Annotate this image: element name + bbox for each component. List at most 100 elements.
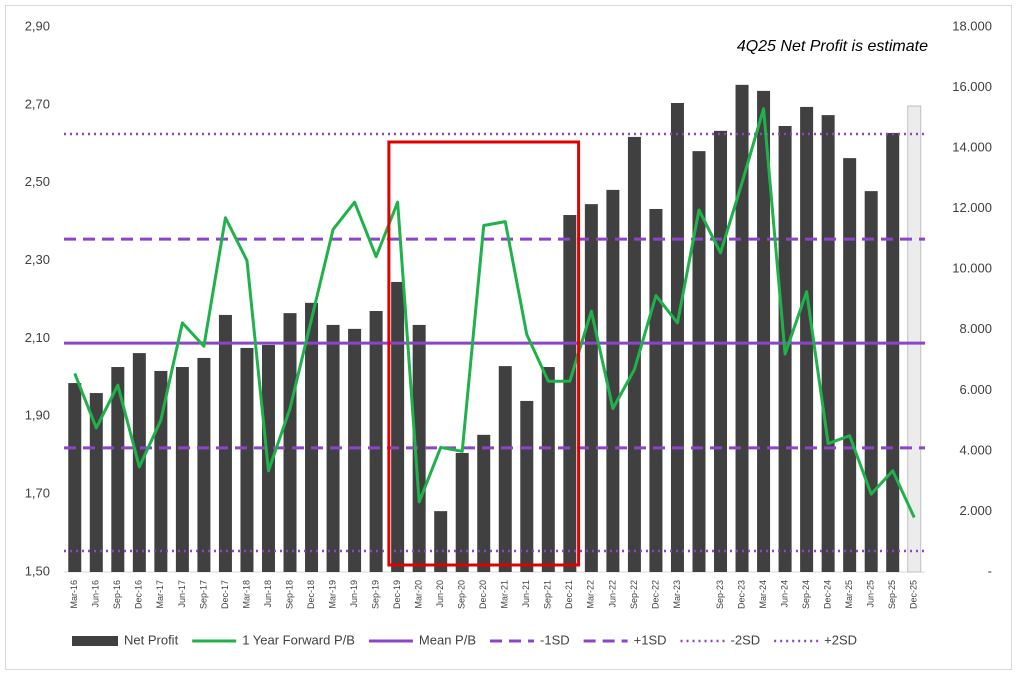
legend-label: -1SD — [540, 632, 570, 647]
y2-tick-label: 2.000 — [959, 503, 992, 518]
bar — [735, 84, 749, 572]
bar — [218, 314, 232, 572]
x-tick-label: Dec-24 — [823, 580, 833, 609]
x-tick-label: Jun-21 — [521, 580, 531, 608]
x-tick-label: Jun-22 — [607, 580, 617, 608]
line — [73, 107, 916, 519]
y-tick-label: 2,10 — [25, 330, 50, 345]
x-tick-label: Dec-19 — [392, 580, 402, 609]
x-tick-label: Dec-23 — [736, 580, 746, 609]
x-tick-label: Sep-16 — [112, 580, 122, 609]
x-tick-label: Sep-18 — [284, 580, 294, 609]
x-tick-label: Mar-24 — [758, 580, 768, 609]
bar — [197, 357, 211, 572]
legend-label: Net Profit — [124, 632, 179, 647]
bar — [692, 151, 706, 572]
bar — [606, 189, 620, 572]
x-tick-label: Jun-25 — [866, 580, 876, 608]
y2-tick-label: 6.000 — [959, 382, 992, 397]
bar — [477, 434, 491, 572]
y2-tick-label: 8.000 — [959, 321, 992, 336]
legend-label: +1SD — [634, 632, 667, 647]
y-tick-label: 2,90 — [25, 18, 50, 33]
bar — [649, 208, 663, 572]
bar — [864, 191, 878, 572]
annotation: 4Q25 Net Profit is estimate — [737, 38, 928, 55]
y2-tick-label: - — [988, 563, 992, 578]
x-tick-label: Jun-24 — [779, 580, 789, 608]
x-tick-label: Dec-17 — [220, 580, 230, 609]
x-tick-label: Dec-25 — [909, 580, 919, 609]
bar — [283, 313, 297, 572]
x-tick-label: Jun-17 — [177, 580, 187, 608]
highlight-box — [387, 140, 581, 567]
bar — [111, 367, 125, 572]
bar — [305, 302, 319, 572]
bar — [886, 132, 900, 572]
bar — [800, 106, 814, 572]
x-tick-label: Sep-23 — [715, 580, 725, 609]
bar — [670, 102, 684, 572]
bar — [412, 324, 426, 572]
bar — [843, 158, 857, 572]
x-tick-label: Sep-25 — [887, 580, 897, 609]
y-tick-label: 1,90 — [25, 408, 50, 423]
y2-tick-label: 10.000 — [952, 261, 992, 276]
x-tick-label: Jun-20 — [435, 580, 445, 608]
bar — [369, 311, 383, 572]
x-tick-label: Mar-18 — [241, 580, 251, 609]
x-tick-label: Jun-18 — [263, 580, 273, 608]
bar — [391, 281, 405, 572]
x-tick-label: Sep-21 — [543, 580, 553, 609]
bar — [434, 511, 448, 572]
x-tick-label: Mar-21 — [500, 580, 510, 609]
x-tick-label: Mar-20 — [414, 580, 424, 609]
x-tick-label: Mar-16 — [69, 580, 79, 609]
bar — [627, 136, 641, 573]
legend-swatch — [72, 636, 118, 646]
bar — [541, 367, 555, 572]
bar — [714, 130, 728, 572]
bar — [89, 393, 103, 572]
bar — [175, 367, 189, 572]
x-tick-label: Dec-18 — [306, 580, 316, 609]
x-tick-label: Mar-19 — [327, 580, 337, 609]
x-tick-label: Sep-20 — [457, 580, 467, 609]
legend-label: -2SD — [731, 632, 761, 647]
bar — [907, 105, 922, 573]
bar — [757, 90, 771, 572]
x-tick-label: Dec-21 — [564, 580, 574, 609]
x-tick-label: Jun-16 — [91, 580, 101, 608]
x-tick-label: Mar-23 — [672, 580, 682, 609]
x-tick-label: Jun-19 — [349, 580, 359, 608]
x-tick-label: Mar-22 — [586, 580, 596, 609]
x-tick-label: Sep-24 — [801, 580, 811, 609]
y2-tick-label: 14.000 — [952, 140, 992, 155]
y2-tick-label: 12.000 — [952, 200, 992, 215]
bar — [563, 215, 577, 572]
x-tick-label: Sep-19 — [370, 580, 380, 609]
bar — [154, 370, 168, 572]
y2-tick-label: 18.000 — [952, 18, 992, 33]
bar — [348, 328, 362, 572]
x-tick-label: Sep-22 — [629, 580, 639, 609]
x-tick-label: Dec-16 — [134, 580, 144, 609]
y-tick-label: 2,50 — [25, 174, 50, 189]
x-tick-label: Dec-20 — [478, 580, 488, 609]
y-tick-label: 1,70 — [25, 486, 50, 501]
y-tick-label: 2,70 — [25, 96, 50, 111]
bar — [240, 347, 254, 572]
legend-label: Mean P/B — [419, 632, 476, 647]
y2-tick-label: 4.000 — [959, 442, 992, 457]
bar — [498, 366, 512, 572]
x-tick-label: Mar-25 — [844, 580, 854, 609]
y2-tick-label: 16.000 — [952, 79, 992, 94]
x-tick-label: Dec-22 — [650, 580, 660, 609]
legend-label: +2SD — [824, 632, 857, 647]
x-tick-label: Sep-17 — [198, 580, 208, 609]
legend-label: 1 Year Forward P/B — [242, 632, 355, 647]
bar — [584, 204, 598, 572]
bar — [455, 453, 469, 572]
bar — [520, 400, 534, 572]
